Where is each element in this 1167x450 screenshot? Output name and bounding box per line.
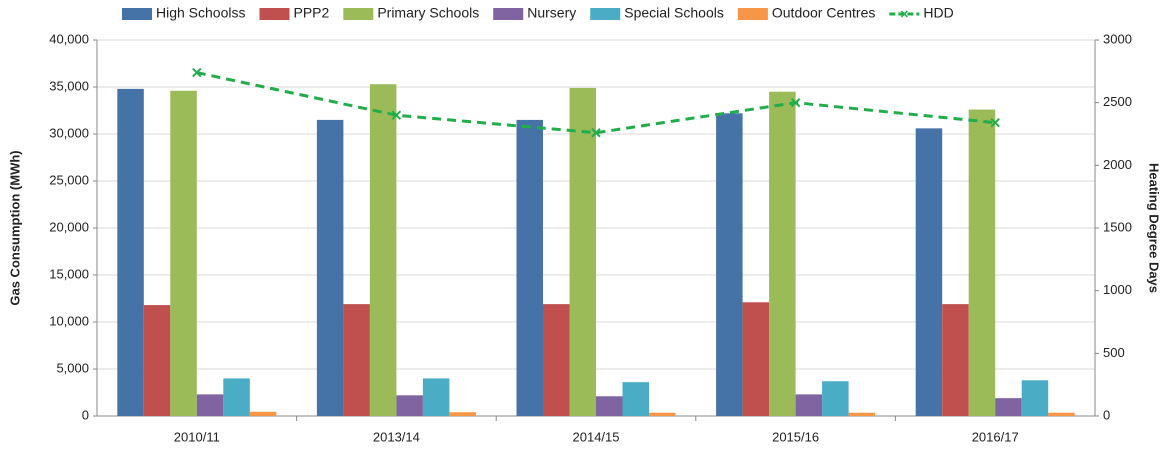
y-tick-label: 40,000 <box>49 31 89 46</box>
legend-label: High Schoolss <box>156 5 246 21</box>
bar <box>1021 380 1049 416</box>
bar <box>369 84 397 417</box>
marker <box>591 128 601 138</box>
y-tick-label: 30,000 <box>49 125 89 140</box>
bar <box>622 382 649 416</box>
bar <box>422 378 450 416</box>
bar <box>769 91 796 416</box>
bar <box>1048 412 1075 416</box>
marker <box>990 118 1000 128</box>
marker <box>391 110 402 120</box>
x-tick-label: 2010/11 <box>174 429 220 444</box>
marker <box>790 97 801 108</box>
legend-swatch <box>590 8 621 20</box>
legend-label: Outdoor Centres <box>772 5 876 21</box>
bar <box>942 304 969 416</box>
bar <box>569 87 596 416</box>
x-tick-label: 2016/17 <box>972 429 1019 444</box>
bar <box>449 412 476 416</box>
legend-label: Primary Schools <box>377 5 479 21</box>
bar <box>223 378 250 416</box>
bar <box>822 381 849 416</box>
bar <box>249 411 277 416</box>
y-tick-label: 20,000 <box>49 219 89 234</box>
y-tick-label: 0 <box>82 407 89 422</box>
bar <box>196 394 224 416</box>
bar <box>543 304 570 416</box>
y-tick-label: 35,000 <box>49 78 89 93</box>
legend-label: Nursery <box>527 5 576 21</box>
y2-tick-label: 3000 <box>1103 31 1132 46</box>
bar <box>795 394 823 416</box>
y2-tick-label: 1000 <box>1103 282 1132 297</box>
x-tick-label: 2014/15 <box>573 429 620 444</box>
x-tick-label: 2013/14 <box>373 429 420 444</box>
bar <box>995 398 1022 416</box>
y2-axis-label: Heating Degree Days <box>1147 163 1162 293</box>
marker <box>192 67 202 78</box>
bar <box>716 113 743 416</box>
y-tick-label: 25,000 <box>49 172 89 187</box>
bar <box>143 305 171 416</box>
y-tick-label: 5,000 <box>56 360 89 375</box>
legend-swatch <box>493 8 524 20</box>
bar <box>396 395 423 416</box>
bar <box>915 128 943 417</box>
legend-label: Special Schools <box>624 5 724 21</box>
bar <box>516 119 543 417</box>
y-tick-label: 15,000 <box>49 266 89 281</box>
bar <box>117 88 144 416</box>
legend-swatch <box>737 8 768 20</box>
bar <box>343 304 370 416</box>
legend-swatch <box>343 8 374 20</box>
y2-tick-label: 500 <box>1103 345 1125 360</box>
legend-marker <box>900 10 908 18</box>
y2-tick-label: 2000 <box>1103 157 1132 172</box>
line <box>196 71 996 135</box>
bar <box>848 412 876 416</box>
legend-label: HDD <box>923 5 953 21</box>
x-tick-label: 2015/16 <box>772 429 819 444</box>
bar <box>649 412 676 416</box>
bar <box>968 109 996 416</box>
bar <box>596 396 623 416</box>
legend-swatch <box>259 8 290 20</box>
y2-tick-label: 0 <box>1103 407 1110 422</box>
legend-label: PPP2 <box>294 5 330 21</box>
y2-tick-label: 1500 <box>1103 219 1132 234</box>
y-tick-label: 10,000 <box>49 313 89 328</box>
y-axis-label: Gas Consumption (MWh) <box>7 150 22 305</box>
bar <box>742 302 770 416</box>
y2-tick-label: 2500 <box>1103 94 1132 109</box>
bar <box>170 90 197 416</box>
bar <box>316 119 344 417</box>
legend-swatch <box>122 8 152 20</box>
